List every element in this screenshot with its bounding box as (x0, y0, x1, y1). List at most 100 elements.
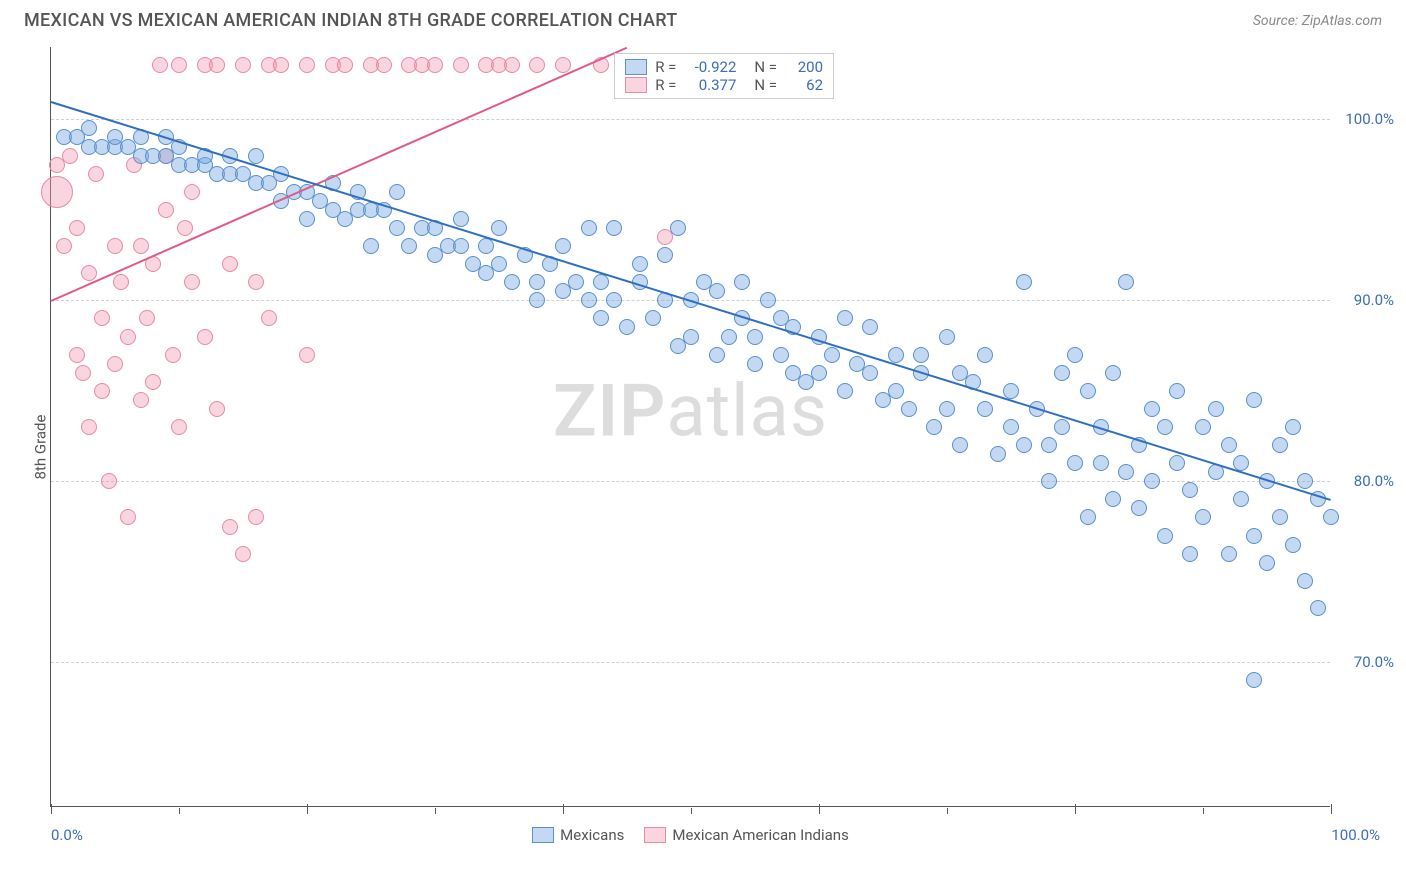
gridline-h (51, 119, 1330, 120)
data-point-blue (773, 347, 789, 363)
y-axis-label: 8th Grade (31, 415, 49, 480)
data-point-pink (529, 57, 545, 73)
data-point-blue (837, 383, 853, 399)
data-point-blue (1310, 600, 1326, 616)
x-tick-label-right: 100.0% (1331, 826, 1380, 844)
data-point-blue (1285, 419, 1301, 435)
r-value: 0.377 (684, 76, 736, 94)
data-point-blue (1131, 500, 1147, 516)
data-point-blue (1195, 509, 1211, 525)
data-point-blue (453, 238, 469, 254)
x-tick (307, 804, 308, 814)
data-point-blue (401, 238, 417, 254)
data-point-pink (158, 202, 174, 218)
data-point-blue (1093, 455, 1109, 471)
data-point-blue (619, 319, 635, 335)
data-point-blue (1285, 537, 1301, 553)
data-point-blue (1195, 419, 1211, 435)
data-point-pink (69, 347, 85, 363)
data-point-pink (120, 329, 136, 345)
data-point-pink (235, 546, 251, 562)
data-point-blue (837, 310, 853, 326)
data-point-blue (926, 419, 942, 435)
data-point-blue (734, 274, 750, 290)
data-point-blue (901, 401, 917, 417)
data-point-pink (504, 57, 520, 73)
data-point-blue (1054, 365, 1070, 381)
plot-region: ZIPatlas 70.0%80.0%90.0%100.0%0.0%100.0%… (50, 47, 1330, 807)
x-tick (691, 808, 692, 814)
data-point-pink (248, 274, 264, 290)
data-point-blue (389, 220, 405, 236)
data-point-pink (139, 310, 155, 326)
x-tick (563, 804, 564, 814)
data-point-pink (299, 57, 315, 73)
data-point-pink (145, 374, 161, 390)
data-point-blue (888, 383, 904, 399)
x-tick (947, 808, 948, 814)
data-point-blue (977, 347, 993, 363)
data-point-blue (862, 365, 878, 381)
data-point-blue (1221, 546, 1237, 562)
data-point-pink (94, 383, 110, 399)
n-value: 62 (785, 76, 823, 94)
data-point-blue (491, 220, 507, 236)
data-point-blue (888, 347, 904, 363)
data-point-pink (165, 347, 181, 363)
legend-swatch (625, 77, 647, 93)
data-point-pink (75, 365, 91, 381)
data-point-pink (261, 310, 277, 326)
watermark: ZIPatlas (553, 369, 828, 454)
x-tick (1203, 808, 1204, 814)
data-point-blue (555, 238, 571, 254)
x-tick (51, 804, 52, 814)
data-point-blue (939, 329, 955, 345)
data-point-pink (209, 57, 225, 73)
data-point-pink (453, 57, 469, 73)
data-point-blue (491, 256, 507, 272)
data-point-blue (657, 247, 673, 263)
data-point-pink (94, 310, 110, 326)
data-point-blue (1003, 383, 1019, 399)
data-point-pink (88, 166, 104, 182)
data-point-blue (1067, 455, 1083, 471)
data-point-pink (177, 220, 193, 236)
y-tick-label: 90.0% (1354, 291, 1394, 309)
x-tick (1331, 804, 1332, 814)
data-point-blue (977, 401, 993, 417)
data-point-blue (1208, 401, 1224, 417)
data-point-blue (645, 310, 661, 326)
data-point-blue (1221, 437, 1237, 453)
data-point-blue (1067, 347, 1083, 363)
data-point-blue (1003, 419, 1019, 435)
data-point-pink (555, 57, 571, 73)
data-point-pink (235, 57, 251, 73)
data-point-blue (862, 319, 878, 335)
data-point-blue (1105, 491, 1121, 507)
data-point-blue (1246, 672, 1262, 688)
data-point-blue (248, 148, 264, 164)
data-point-blue (1233, 491, 1249, 507)
data-point-blue (1323, 509, 1339, 525)
data-point-blue (747, 356, 763, 372)
data-point-blue (1157, 419, 1173, 435)
data-point-blue (747, 329, 763, 345)
legend-swatch (644, 827, 666, 843)
data-point-pink (376, 57, 392, 73)
data-point-pink (184, 184, 200, 200)
data-point-pink (222, 256, 238, 272)
y-tick-label: 70.0% (1354, 653, 1394, 671)
data-point-blue (670, 220, 686, 236)
x-tick (819, 804, 820, 814)
data-point-pink (107, 356, 123, 372)
data-point-blue (606, 292, 622, 308)
data-point-blue (363, 238, 379, 254)
data-point-pink (171, 419, 187, 435)
data-point-blue (811, 365, 827, 381)
watermark-prefix: ZIP (553, 369, 666, 454)
data-point-blue (1182, 482, 1198, 498)
data-point-blue (81, 120, 97, 136)
data-point-blue (913, 347, 929, 363)
x-tick (179, 808, 180, 814)
source-label: Source: ZipAtlas.com (1253, 13, 1382, 29)
